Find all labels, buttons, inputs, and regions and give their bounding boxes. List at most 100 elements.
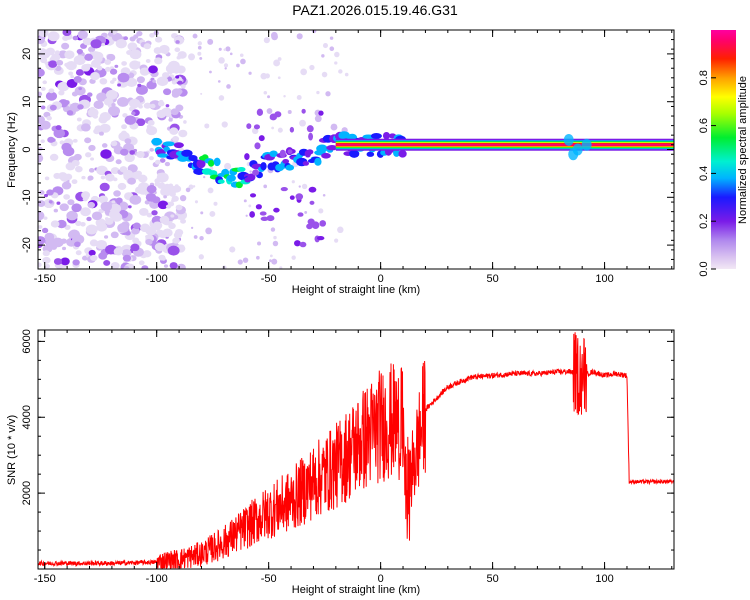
spec-noise-blob xyxy=(133,34,139,39)
spec-noise-blob xyxy=(61,142,72,152)
spec-noise-blob xyxy=(75,69,84,76)
spec-noise-blob xyxy=(88,46,96,53)
snr-ticks: -150 -100 -50 0 50 100 2000 4000 6000 xyxy=(21,329,674,585)
spec-noise-blob xyxy=(197,45,202,50)
spec-noise-blob xyxy=(81,175,86,180)
spec-noise-blob xyxy=(329,46,335,52)
spec-noise-blob xyxy=(56,59,64,66)
spec-noise-blob xyxy=(149,147,154,152)
spec-noise-blob xyxy=(95,239,108,250)
spec-noise-blob xyxy=(110,167,120,175)
spec-noise-blob xyxy=(117,97,129,107)
spec-noise-blob xyxy=(103,259,111,266)
spec-noise-blob xyxy=(124,153,135,163)
spec-noise-blob xyxy=(298,185,301,188)
spec-noise-blob xyxy=(169,262,178,269)
spec-noise-blob xyxy=(38,236,46,245)
spec-noise-blob xyxy=(40,57,48,64)
spec-noise-blob xyxy=(43,193,49,198)
spec-noise-blob xyxy=(62,35,69,41)
spec-noise-blob xyxy=(58,172,68,180)
spec-ridge-blob xyxy=(246,123,252,129)
spec-noise-blob xyxy=(330,123,338,131)
spec-noise-blob xyxy=(322,43,329,49)
spec-noise-blob xyxy=(48,60,58,68)
colorbar-gradient xyxy=(711,30,736,269)
spec-ridge-blob xyxy=(193,167,205,175)
spec-noise-blob xyxy=(130,61,139,69)
spec-noise-blob xyxy=(50,220,60,228)
spec-noise-blob xyxy=(264,73,270,79)
spec-noise-blob xyxy=(149,32,155,38)
spec-noise-blob xyxy=(139,67,150,76)
spec-noise-blob xyxy=(131,227,140,235)
spec-noise-blob xyxy=(236,63,240,68)
spec-noise-blob xyxy=(318,208,324,214)
spec-noise-blob xyxy=(138,182,150,192)
spec-ridge-blob xyxy=(269,150,278,158)
spec-ridge-blob xyxy=(309,200,315,205)
spec-noise-blob xyxy=(117,182,127,190)
spec-noise-blob xyxy=(146,212,153,218)
spec-ridge-blob xyxy=(260,216,269,222)
spec-noise-blob xyxy=(38,30,49,38)
spec-noise-blob xyxy=(207,187,214,194)
spec-noise-blob xyxy=(268,259,272,263)
spec-noise-blob xyxy=(38,154,44,163)
spec-noise-blob xyxy=(115,39,127,49)
spec-noise-blob xyxy=(256,255,260,260)
spec-noise-blob xyxy=(172,185,182,193)
spec-noise-blob xyxy=(178,129,188,138)
spec-noise-blob xyxy=(142,250,152,258)
spec-ridge-blob xyxy=(151,137,163,146)
spec-noise-blob xyxy=(40,139,45,144)
spec-noise-blob xyxy=(111,200,116,204)
spec-noise-blob xyxy=(205,227,213,235)
colorbar-tick-label: 0.6 xyxy=(698,118,710,133)
spec-noise-blob xyxy=(120,148,129,156)
spec-noise-blob xyxy=(127,42,138,51)
spec-ridge-blob xyxy=(249,211,255,218)
spec-noise-blob xyxy=(52,237,64,248)
spec-noise-blob xyxy=(40,48,46,52)
spec-noise-blob xyxy=(121,124,128,130)
spec-ridge-blob xyxy=(289,126,295,133)
spec-noise-blob xyxy=(188,53,196,61)
spec-noise-blob xyxy=(151,196,161,204)
spec-ridge-blob xyxy=(321,152,331,159)
spec-noise-blob xyxy=(108,106,121,117)
spec-noise-blob xyxy=(106,53,116,62)
spec-xtick-label: -100 xyxy=(146,273,168,285)
spec-noise-blob xyxy=(224,67,227,70)
colorbar-tick-label: 0.2 xyxy=(698,214,710,229)
spec-ridge-blob xyxy=(259,211,267,216)
spec-noise-blob xyxy=(257,241,262,246)
spec-noise-blob xyxy=(67,199,75,206)
spec-noise-blob xyxy=(73,55,86,66)
spec-noise-blob xyxy=(145,238,153,245)
spec-noise-blob xyxy=(291,180,295,184)
snr-series-line xyxy=(38,332,674,569)
spec-ridge-blob xyxy=(213,157,221,167)
spec-noise-blob xyxy=(46,189,54,196)
spec-noise-blob xyxy=(329,36,334,40)
spec-noise-blob xyxy=(94,125,103,133)
spec-ridge-blob xyxy=(316,144,328,153)
spec-noise-blob xyxy=(316,90,320,95)
spec-noise-blob xyxy=(43,216,48,220)
spec-noise-blob xyxy=(172,135,180,142)
spec-noise-blob xyxy=(70,75,75,79)
spec-noise-blob xyxy=(245,214,248,217)
spec-noise-blob xyxy=(38,115,45,124)
spec-noise-blob xyxy=(180,84,186,89)
spec-noise-blob xyxy=(80,123,91,132)
spec-noise-blob xyxy=(156,76,169,87)
spec-ridge-blob xyxy=(254,142,261,150)
spec-ridge-blob xyxy=(398,150,407,158)
spec-noise-blob xyxy=(38,210,45,221)
colorbar-ticks: 0.0 0.2 0.4 0.6 0.8 xyxy=(698,70,716,277)
spec-noise-blob xyxy=(179,194,187,202)
spec-noise-blob xyxy=(122,113,128,118)
spec-ridge-blob xyxy=(295,193,304,201)
spec-noise-blob xyxy=(171,80,177,85)
